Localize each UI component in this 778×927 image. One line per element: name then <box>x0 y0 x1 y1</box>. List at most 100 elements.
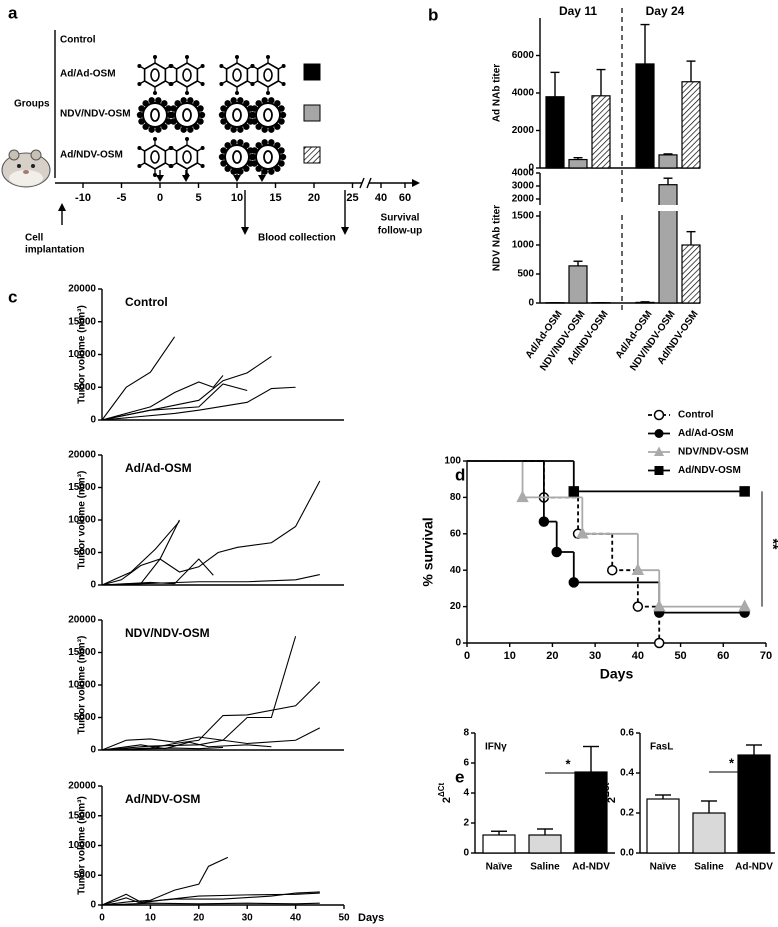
y-tick-label: 15000 <box>68 647 96 658</box>
bar <box>568 265 588 304</box>
x-tick-label: Ad-NDV <box>735 862 773 873</box>
marker <box>551 546 562 558</box>
y-tick-label: 1500 <box>512 211 535 222</box>
x-tick-label: 60 <box>717 650 729 662</box>
panel-label: b <box>428 5 438 24</box>
x-tick-label: 20 <box>546 650 558 662</box>
growth-line <box>101 375 224 421</box>
spike-tip <box>148 126 155 133</box>
arrow-head <box>233 175 241 182</box>
legend-label: NDV/NDV-OSM <box>678 447 749 458</box>
capsid <box>175 62 199 88</box>
spike-tip <box>198 111 206 119</box>
x-tick-label: 30 <box>242 913 254 924</box>
y-axis-label-base: 2 <box>606 797 618 803</box>
y-axis-label-sup: ΔCt <box>602 783 611 798</box>
spike-tip <box>261 97 268 104</box>
growth-line <box>101 480 321 586</box>
panel-label: a <box>8 3 18 22</box>
growth-line <box>101 520 180 586</box>
y-tick-label: 20 <box>450 601 462 612</box>
bar <box>528 834 562 854</box>
marker <box>516 490 529 503</box>
spike-tip <box>250 64 255 68</box>
growth-line <box>101 356 272 421</box>
y-axis-label: Tumor volume (mm³) <box>77 305 88 404</box>
adenovirus-icon <box>137 55 173 95</box>
arrow-head <box>156 175 164 182</box>
y-tick-label: 2 <box>463 818 469 829</box>
growth-line <box>101 558 214 586</box>
y-tick-label: 2000 <box>512 125 535 136</box>
growth-line <box>101 902 320 906</box>
y-tick-label: 5000 <box>74 547 97 558</box>
arrow-head <box>182 175 190 182</box>
core <box>150 108 160 122</box>
panel-label: c <box>8 287 17 306</box>
ndv-icon <box>136 97 174 133</box>
spike-tip <box>249 111 257 119</box>
y-tick-label: 2000 <box>512 194 535 205</box>
bar <box>681 81 701 169</box>
x-tick-label: 10 <box>145 913 157 924</box>
chart-title: NDV/NDV-OSM <box>125 626 210 640</box>
x-tick-label: 30 <box>589 650 601 662</box>
x-axis-label: Days <box>600 666 634 682</box>
y-axis-label: Tumor volume (mm³) <box>77 471 88 570</box>
y-tick-label: 60 <box>450 528 462 539</box>
spike-tip <box>200 146 205 150</box>
spike-tip <box>153 55 157 59</box>
y-tick-label: 100 <box>444 456 461 467</box>
x-tick-label: Saline <box>530 862 560 873</box>
y-tick-label: 10000 <box>68 515 96 526</box>
spike-tip <box>169 64 174 68</box>
bar <box>482 834 516 854</box>
timeline-label: 25 <box>346 192 358 204</box>
bar <box>568 158 588 169</box>
spike-tip <box>281 64 286 68</box>
y-tick-label: 6000 <box>512 50 535 61</box>
growth-line <box>101 336 176 421</box>
spike-tip <box>279 153 287 161</box>
spike-tip <box>168 111 176 119</box>
marker <box>538 516 550 527</box>
core <box>263 68 273 82</box>
adenovirus-icon <box>169 137 205 177</box>
y-tick-label: 10000 <box>68 680 96 691</box>
y-tick-label: 8 <box>463 728 469 739</box>
spike-tip <box>200 64 205 68</box>
spike-tip <box>185 91 189 95</box>
significance: * <box>729 755 735 770</box>
y-axis-label: 2ΔCt <box>437 783 453 804</box>
chart-title: Control <box>125 295 168 309</box>
spike-tip <box>249 153 257 161</box>
arrow-head <box>241 227 249 235</box>
envelope <box>174 102 200 128</box>
y-axis-label: Tumor volume (mm³) <box>77 636 88 735</box>
implant-label: implantation <box>25 245 84 256</box>
legend-label: Ad/Ad-OSM <box>678 428 734 439</box>
y-axis-label: 2ΔCt <box>602 783 618 804</box>
spike-tip <box>200 164 205 168</box>
core <box>232 68 242 82</box>
y-tick-label: 0.4 <box>620 768 634 779</box>
arrow-head <box>58 203 66 211</box>
blood-label: Blood collection <box>258 233 336 244</box>
x-axis-label: Days <box>358 912 384 924</box>
y-tick-label: 0 <box>90 580 96 591</box>
chart-title: FasL <box>650 742 673 753</box>
core <box>182 68 192 82</box>
y-axis-label-sup: ΔCt <box>437 783 446 798</box>
spike-tip <box>237 126 244 133</box>
ndv-icon <box>168 97 206 133</box>
growth-line <box>101 383 248 421</box>
x-tick-label: 20 <box>193 913 205 924</box>
spike-tip <box>180 97 187 104</box>
growth-line <box>101 891 320 906</box>
bar <box>692 812 726 854</box>
growth-line <box>101 746 224 751</box>
y-axis-label: Ad NAb titer <box>492 64 503 122</box>
capsid <box>225 62 249 88</box>
spike-tip <box>268 126 275 133</box>
